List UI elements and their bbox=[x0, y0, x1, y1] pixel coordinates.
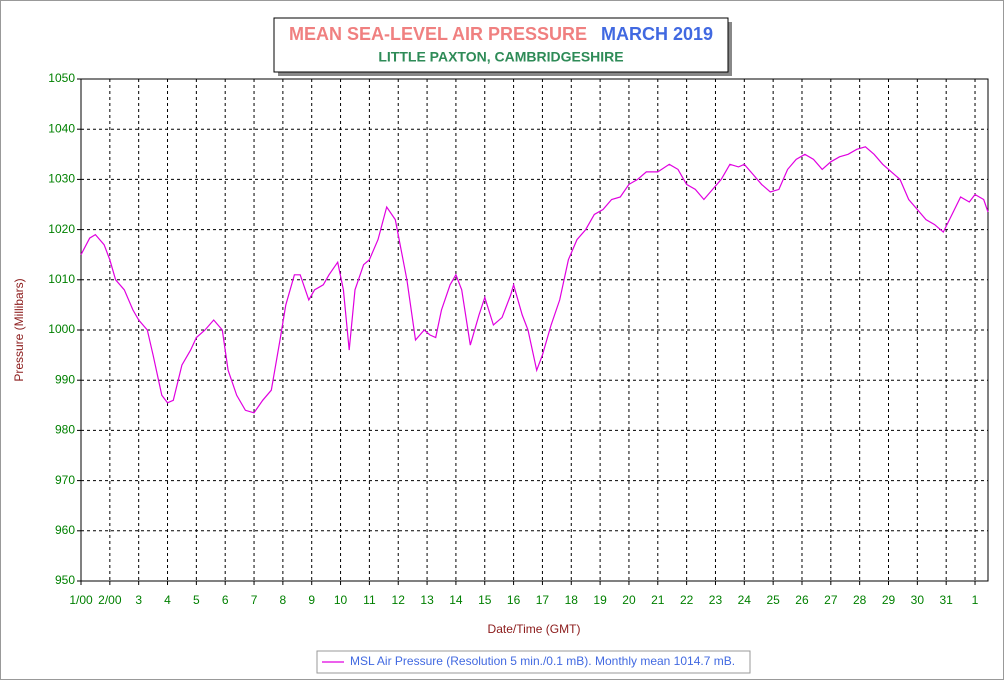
y-axis-label: Pressure (Millibars) bbox=[12, 278, 26, 381]
y-tick-label: 1050 bbox=[48, 71, 75, 85]
x-tick-label: 4 bbox=[164, 593, 171, 607]
x-tick-label: 3 bbox=[135, 593, 142, 607]
x-tick-label: 28 bbox=[853, 593, 867, 607]
y-tick-label: 1030 bbox=[48, 172, 75, 186]
x-tick-label: 21 bbox=[651, 593, 665, 607]
y-tick-label: 970 bbox=[55, 473, 75, 487]
x-tick-label: 23 bbox=[709, 593, 723, 607]
x-tick-label: 19 bbox=[593, 593, 607, 607]
y-tick-label: 1020 bbox=[48, 222, 75, 236]
x-tick-label: 25 bbox=[766, 593, 780, 607]
x-tick-label: 26 bbox=[795, 593, 809, 607]
x-tick-label: 15 bbox=[478, 593, 492, 607]
x-tick-label: 10 bbox=[334, 593, 348, 607]
x-tick-label: 16 bbox=[507, 593, 521, 607]
y-tick-label: 1010 bbox=[48, 272, 75, 286]
x-tick-label: 22 bbox=[680, 593, 694, 607]
x-tick-label: 30 bbox=[911, 593, 925, 607]
x-tick-label: 14 bbox=[449, 593, 463, 607]
x-tick-label: 18 bbox=[565, 593, 579, 607]
x-tick-label: 6 bbox=[222, 593, 229, 607]
pressure-line bbox=[80, 146, 989, 414]
x-tick-label: 20 bbox=[622, 593, 636, 607]
x-tick-label: 31 bbox=[940, 593, 954, 607]
y-tick-label: 1040 bbox=[48, 121, 75, 135]
x-tick-label: 13 bbox=[420, 593, 434, 607]
x-tick-label: 9 bbox=[308, 593, 315, 607]
title-main: MEAN SEA-LEVEL AIR PRESSURE bbox=[289, 24, 587, 44]
x-tick-label: 7 bbox=[251, 593, 258, 607]
x-tick-label: 5 bbox=[193, 593, 200, 607]
x-tick-label: 27 bbox=[824, 593, 838, 607]
x-tick-label: 1 bbox=[972, 593, 979, 607]
x-tick-label: 29 bbox=[882, 593, 896, 607]
x-tick-label: 11 bbox=[363, 593, 376, 607]
y-tick-label: 980 bbox=[55, 423, 75, 437]
x-tick-label: 2/00 bbox=[98, 593, 122, 607]
x-tick-label: 12 bbox=[392, 593, 406, 607]
x-tick-label: 1/00 bbox=[69, 593, 93, 607]
title: MEAN SEA-LEVEL AIR PRESSURE MARCH 2019 bbox=[289, 24, 713, 44]
y-tick-label: 1000 bbox=[48, 322, 75, 336]
legend-label: MSL Air Pressure (Resolution 5 min./0.1 … bbox=[350, 654, 735, 668]
legend-box bbox=[316, 650, 751, 674]
y-tick-label: 950 bbox=[55, 573, 75, 587]
subtitle: LITTLE PAXTON, CAMBRIDGESHIRE bbox=[378, 49, 623, 65]
x-axis-label: Date/Time (GMT) bbox=[488, 622, 581, 636]
x-tick-label: 17 bbox=[536, 593, 550, 607]
title-box bbox=[273, 17, 729, 73]
title-period: MARCH 2019 bbox=[601, 24, 713, 44]
y-tick-label: 960 bbox=[55, 523, 75, 537]
y-tick-label: 990 bbox=[55, 372, 75, 386]
x-tick-label: 24 bbox=[738, 593, 752, 607]
x-tick-label: 8 bbox=[280, 593, 287, 607]
